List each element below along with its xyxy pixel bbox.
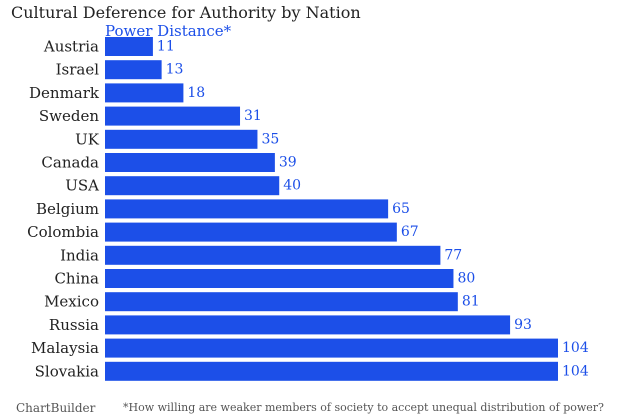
category-label-russia: Russia: [49, 316, 99, 334]
category-label-usa: USA: [65, 177, 99, 195]
bar-sweden: [105, 106, 241, 126]
category-label-sweden: Sweden: [39, 107, 99, 125]
value-label-malaysia: 104: [562, 340, 589, 356]
value-label-austria: 11: [157, 39, 175, 55]
value-label-slovakia: 104: [562, 363, 589, 379]
category-label-india: India: [60, 246, 99, 264]
bar-belgium: [105, 199, 389, 219]
bar-colombia: [105, 222, 397, 242]
category-label-denmark: Denmark: [29, 84, 100, 102]
category-label-belgium: Belgium: [36, 200, 99, 218]
bar-india: [105, 245, 441, 265]
bar-canada: [105, 153, 275, 172]
category-label-colombia: Colombia: [27, 223, 99, 241]
bar-uk: [105, 129, 258, 149]
value-label-china: 80: [457, 271, 475, 287]
chart-title: Cultural Deference for Authority by Nati…: [11, 3, 361, 22]
footnote: *How willing are weaker members of socie…: [123, 401, 604, 414]
value-label-mexico: 81: [462, 294, 480, 310]
category-label-uk: UK: [75, 130, 100, 148]
bar-israel: [105, 60, 162, 80]
bar-china: [105, 269, 454, 288]
category-label-slovakia: Slovakia: [35, 362, 99, 380]
value-label-belgium: 65: [392, 201, 410, 217]
value-label-israel: 13: [166, 62, 184, 78]
value-label-colombia: 67: [401, 224, 419, 240]
value-label-russia: 93: [514, 317, 532, 333]
value-label-sweden: 31: [244, 108, 262, 124]
bar-denmark: [105, 83, 184, 103]
value-label-uk: 35: [261, 131, 279, 147]
bar-usa: [105, 176, 280, 196]
value-label-canada: 39: [279, 155, 297, 171]
category-label-china: China: [54, 270, 99, 288]
value-label-india: 77: [444, 247, 462, 263]
bar-mexico: [105, 292, 458, 312]
category-label-austria: Austria: [43, 38, 99, 56]
category-label-mexico: Mexico: [44, 293, 99, 311]
value-label-denmark: 18: [187, 85, 205, 101]
category-label-canada: Canada: [41, 154, 99, 172]
category-label-israel: Israel: [56, 61, 100, 79]
category-label-malaysia: Malaysia: [31, 339, 99, 357]
chart-subtitle: Power Distance*: [105, 22, 232, 40]
bar-malaysia: [105, 338, 558, 358]
bar-slovakia: [105, 361, 558, 381]
value-label-usa: 40: [283, 178, 301, 194]
bar-austria: [105, 37, 153, 56]
bar-russia: [105, 315, 511, 335]
source-label: ChartBuilder: [16, 401, 96, 415]
